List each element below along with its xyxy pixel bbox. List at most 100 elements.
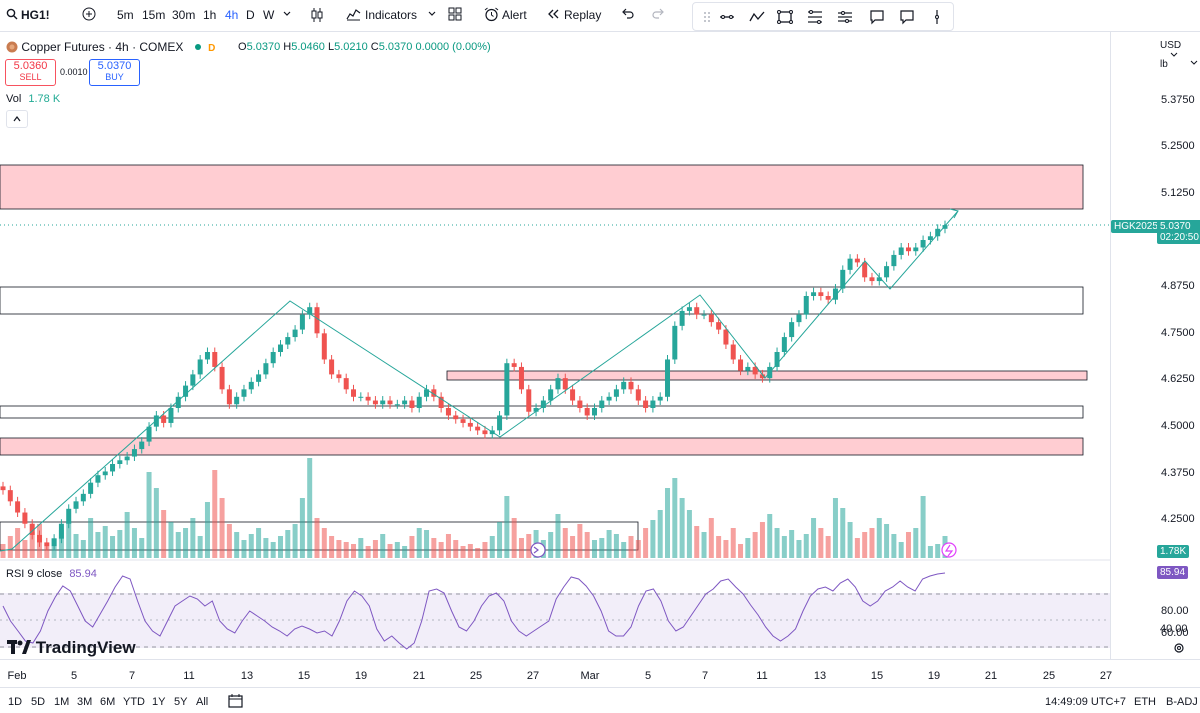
volume-bar [197, 536, 203, 558]
replay-button[interactable]: Replay [546, 7, 601, 23]
candle-body [555, 378, 561, 390]
price-zone [0, 437, 1084, 456]
volume-bar [876, 518, 882, 558]
interval-dropdown[interactable] [282, 7, 292, 23]
volume-bar [131, 528, 137, 558]
session-toggle[interactable]: ETH [1134, 696, 1156, 708]
price-axis[interactable]: USD lb 5.3750 5.2500 5.1250 4.8750 4.750… [1110, 31, 1200, 659]
volume-bar [343, 542, 349, 558]
volume-bar [665, 488, 671, 558]
go-to-date-button[interactable] [228, 693, 243, 711]
timezone-clock[interactable]: 14:49:09 UTC+7 [1045, 696, 1127, 708]
alarm-clock-icon [484, 7, 499, 22]
axis-settings-button[interactable] [1173, 641, 1185, 659]
symbol-search[interactable]: HG1! [6, 7, 50, 23]
range-3m[interactable]: 3M [77, 696, 93, 708]
interval-1h[interactable]: 1h [203, 8, 217, 22]
layouts-button[interactable] [448, 7, 462, 25]
volume-bar [402, 546, 408, 558]
unit-selector[interactable]: lb [1160, 59, 1198, 70]
buy-button[interactable]: 5.0370 BUY [89, 59, 140, 86]
candle-body [168, 408, 174, 423]
vertical-line-icon[interactable] [929, 9, 945, 25]
rsi-tick: 40.00 [1160, 623, 1188, 635]
candle-body [299, 314, 305, 330]
volume-bar [869, 528, 875, 558]
currency-selector[interactable]: USD [1160, 40, 1200, 62]
candle-body [190, 374, 196, 386]
date-axis[interactable]: Feb 5 7 11 13 15 19 21 25 27 Mar 5 7 11 … [0, 659, 1200, 688]
change-value: 0.0000 (0.00%) [415, 41, 491, 53]
volume-bar [606, 530, 612, 558]
grid-layout-icon [448, 7, 462, 21]
price-tick: 4.8750 [1161, 280, 1195, 292]
drag-handle-icon[interactable] [699, 9, 715, 25]
collapse-legend-button[interactable] [6, 110, 28, 128]
range-all[interactable]: All [196, 696, 209, 708]
candle-body [920, 240, 926, 248]
interval-5m[interactable]: 5m [117, 8, 134, 22]
chevron-up-icon [13, 116, 21, 122]
candle-body [730, 344, 736, 360]
date-label: 5 [70, 670, 78, 682]
range-6m[interactable]: 6M [100, 696, 116, 708]
indicators-dropdown[interactable] [427, 7, 437, 23]
candle-body [161, 415, 167, 423]
volume-bar [526, 534, 532, 558]
volume-bar [161, 510, 167, 558]
candle-body [533, 408, 539, 412]
price-chart[interactable] [0, 31, 1110, 659]
chart-title[interactable]: Copper Futures · 4h · COMEX [21, 40, 184, 54]
brand-name: TradingView [35, 638, 136, 657]
volume-bar [935, 544, 941, 558]
volume-bar [7, 536, 13, 558]
candle-body [241, 389, 247, 397]
candle-body [811, 292, 817, 296]
chart-type-button[interactable] [310, 7, 324, 27]
range-ytd[interactable]: YTD [123, 696, 145, 708]
candle-body [708, 314, 714, 323]
range-5y[interactable]: 5Y [174, 696, 188, 708]
adjustment-toggle[interactable]: B-ADJ [1166, 696, 1198, 708]
volume-bar [738, 544, 744, 558]
date-label: 19 [927, 670, 941, 682]
add-symbol-button[interactable] [82, 7, 96, 25]
tradingview-logo[interactable]: TradingView [7, 638, 136, 658]
rectangle-icon[interactable] [777, 9, 793, 25]
volume-bar [599, 538, 605, 558]
candle-body [869, 277, 875, 282]
comment-icon[interactable] [899, 9, 915, 25]
indicators-button[interactable]: Indicators [346, 7, 417, 23]
candle-body [694, 307, 700, 315]
callout-icon[interactable] [869, 9, 885, 25]
interval-w[interactable]: W [263, 8, 275, 22]
trend-line-icon[interactable] [719, 9, 735, 25]
date-label: 19 [354, 670, 368, 682]
volume-bar [752, 532, 758, 558]
range-1d[interactable]: 1D [8, 696, 23, 708]
alert-button[interactable]: Alert [484, 7, 527, 23]
interval-4h[interactable]: 4h [225, 8, 239, 22]
volume-bar [811, 518, 817, 558]
candle-body [438, 396, 444, 408]
volume-bar [745, 538, 751, 558]
range-5d[interactable]: 5D [31, 696, 46, 708]
candle-body [781, 337, 787, 352]
parallel-channel-icon[interactable] [837, 9, 853, 25]
price-tick: 4.5000 [1161, 420, 1195, 432]
fib-retracement-icon[interactable] [807, 9, 823, 25]
path-icon[interactable] [749, 9, 765, 25]
volume-bar [489, 536, 495, 558]
sell-button[interactable]: 5.0360 SELL [5, 59, 56, 86]
rsi-label[interactable]: RSI 9 close [6, 568, 63, 580]
interval-30m[interactable]: 30m [172, 8, 196, 22]
interval-d[interactable]: D [246, 8, 255, 22]
range-1m[interactable]: 1M [54, 696, 70, 708]
undo-button[interactable] [621, 7, 635, 23]
volume-bar [380, 534, 386, 558]
volume-bar [394, 542, 400, 558]
interval-15m[interactable]: 15m [142, 8, 166, 22]
candle-body [643, 400, 649, 408]
redo-button[interactable] [651, 7, 665, 23]
range-1y[interactable]: 1Y [152, 696, 166, 708]
